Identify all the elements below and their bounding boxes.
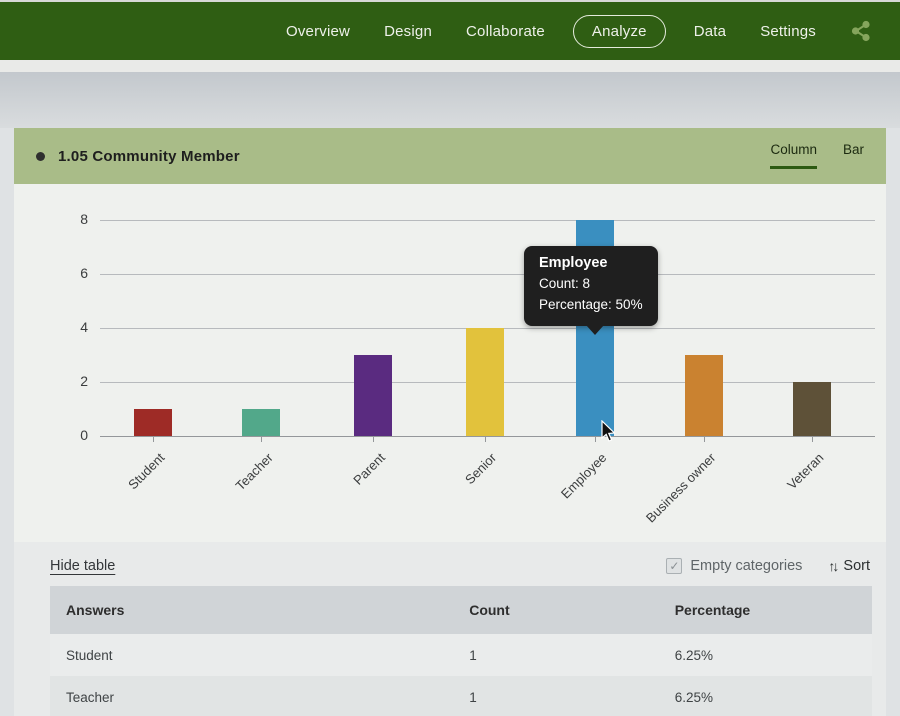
- nav-item-settings[interactable]: Settings: [760, 22, 816, 40]
- cell-count: 1: [469, 647, 477, 663]
- nav-item-data[interactable]: Data: [693, 22, 727, 40]
- x-axis-tick: [704, 436, 705, 442]
- y-axis-tick-label: 6: [80, 265, 88, 281]
- question-bullet-icon: [36, 151, 45, 161]
- question-title: 1.05 Community Member: [58, 147, 240, 165]
- table-panel: Hide table ✓ Empty categories ↑↓ Sort An…: [14, 542, 886, 716]
- header-count: Count: [469, 602, 510, 618]
- y-axis-tick-label: 2: [80, 373, 88, 389]
- empty-categories-label: Empty categories: [690, 558, 803, 574]
- x-axis-label: Veteran: [784, 450, 827, 493]
- bar-veteran[interactable]: [793, 382, 831, 436]
- tooltip-percentage: Percentage: 50%: [539, 296, 643, 312]
- x-axis-label: Senior: [462, 450, 500, 488]
- x-axis-tick: [153, 436, 154, 442]
- question-analysis-card: 1.05 Community Member Column Bar 0 2 4 6 8 S…: [14, 128, 886, 716]
- bar-senior[interactable]: [466, 328, 504, 436]
- toggle-bar[interactable]: Bar: [842, 142, 864, 157]
- table-controls: Hide table ✓ Empty categories ↑↓ Sort: [14, 542, 886, 584]
- nav-item-design[interactable]: Design: [384, 22, 432, 40]
- empty-categories-toggle[interactable]: ✓ Empty categories: [666, 558, 802, 574]
- sort-arrows-icon: ↑↓: [828, 558, 839, 574]
- x-axis-label: Business owner: [643, 450, 719, 526]
- header-percentage: Percentage: [674, 602, 751, 618]
- cell-answer: Teacher: [66, 689, 115, 705]
- mouse-cursor-icon: [601, 420, 616, 442]
- x-axis-label: Teacher: [232, 450, 276, 494]
- hide-table-link[interactable]: Hide table: [50, 558, 116, 574]
- y-axis-tick-label: 0: [80, 427, 88, 443]
- nav-item-overview[interactable]: Overview: [285, 22, 351, 40]
- x-axis-tick: [812, 436, 813, 442]
- tooltip-arrow: [586, 324, 604, 335]
- checkbox-checked-icon[interactable]: ✓: [666, 558, 683, 574]
- nav-item-collaborate[interactable]: Collaborate: [466, 22, 545, 40]
- table-row: Teacher 1 6.25%: [50, 676, 872, 716]
- sort-label: Sort: [843, 558, 870, 574]
- bar-business-owner[interactable]: [685, 355, 723, 436]
- y-axis-tick-label: 4: [80, 319, 88, 335]
- chart-tooltip: Employee Count: 8 Percentage: 50%: [524, 246, 658, 335]
- gridline: [100, 220, 875, 221]
- cell-percentage: 6.25%: [674, 647, 713, 663]
- y-axis: 0 2 4 6 8: [44, 211, 88, 443]
- share-icon[interactable]: [850, 19, 872, 43]
- cell-count: 1: [469, 689, 477, 705]
- column-chart: 0 2 4 6 8 Student Teacher Parent Senior Employee…: [14, 184, 886, 542]
- card-header: 1.05 Community Member Column Bar: [14, 128, 886, 184]
- x-axis-tick: [261, 436, 262, 442]
- tooltip-count: Count: 8: [539, 276, 591, 291]
- chart-type-toggle: Column Bar: [770, 128, 864, 184]
- toggle-column[interactable]: Column: [770, 142, 817, 169]
- x-axis-tick: [485, 436, 486, 442]
- gridline: [100, 436, 875, 437]
- top-nav: Overview Design Collaborate Analyze Data…: [0, 0, 900, 60]
- cell-answer: Student: [66, 647, 113, 663]
- y-axis-tick-label: 8: [80, 211, 88, 227]
- x-axis-label: Student: [125, 450, 168, 493]
- header-answers: Answers: [66, 602, 125, 618]
- x-axis-tick: [595, 436, 596, 442]
- x-axis-label: Employee: [558, 450, 610, 502]
- bar-student[interactable]: [134, 409, 172, 436]
- answers-table: Answers Count Percentage Student 1 6.25%…: [50, 586, 872, 716]
- x-axis-label: Parent: [349, 450, 388, 488]
- nav-item-analyze-active[interactable]: Analyze: [572, 14, 666, 48]
- table-header-row: Answers Count Percentage: [50, 586, 872, 634]
- plot-area: Student Teacher Parent Senior Employee Busine…: [100, 220, 875, 526]
- bar-parent[interactable]: [354, 355, 392, 436]
- table-row: Student 1 6.25%: [50, 634, 872, 676]
- x-axis-tick: [373, 436, 374, 442]
- tooltip-title: Employee: [539, 255, 608, 271]
- page-band-light: [0, 60, 900, 72]
- bar-teacher[interactable]: [242, 409, 280, 436]
- gridline: [100, 274, 875, 275]
- cell-percentage: 6.25%: [674, 689, 713, 705]
- page-band-gray: [0, 72, 900, 128]
- sort-button[interactable]: ↑↓ Sort: [828, 558, 870, 574]
